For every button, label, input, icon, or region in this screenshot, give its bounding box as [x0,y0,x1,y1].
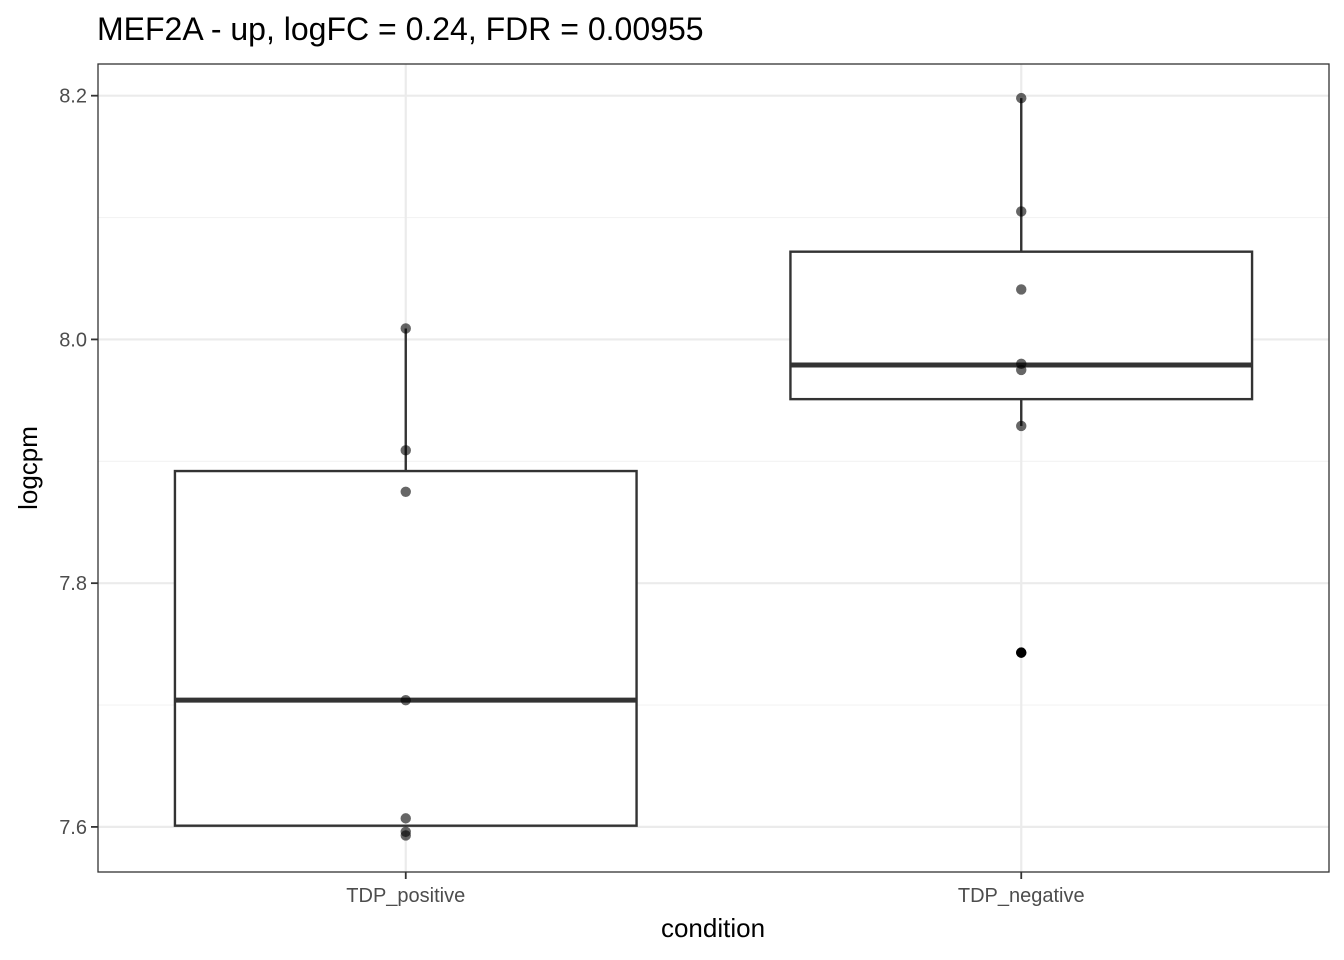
data-point [400,323,411,334]
data-point [1016,420,1027,432]
y-tick-label: 7.6 [59,817,87,839]
x-tick-label: TDP_positive [346,885,465,907]
chart-title: MEF2A - up, logFC = 0.24, FDR = 0.00955 [97,11,704,47]
y-axis-title: logcpm [13,426,43,510]
data-point [1016,364,1027,376]
y-tick-label: 7.8 [59,573,87,595]
x-axis-title: condition [661,913,765,943]
x-tick-label: TDP_negative [958,885,1085,907]
data-point [1016,647,1027,658]
boxes [173,98,1254,827]
data-point [400,486,411,497]
iqr-box [173,469,638,827]
data-points [400,92,1027,841]
panel-border [97,63,1330,873]
data-point [1016,206,1027,217]
data-point [400,445,411,456]
data-point [1016,284,1027,295]
data-point [1016,92,1027,104]
iqr-box [789,250,1254,401]
data-point [400,813,411,824]
box-TDP_positive [173,328,638,827]
y-tick-label: 8.0 [59,329,87,351]
data-point [400,830,411,841]
data-point [400,694,411,706]
y-tick-label: 8.2 [59,86,87,108]
axes: 7.6 7.8 8.0 8.2 TDP_positive TDP_negative [59,86,1084,907]
